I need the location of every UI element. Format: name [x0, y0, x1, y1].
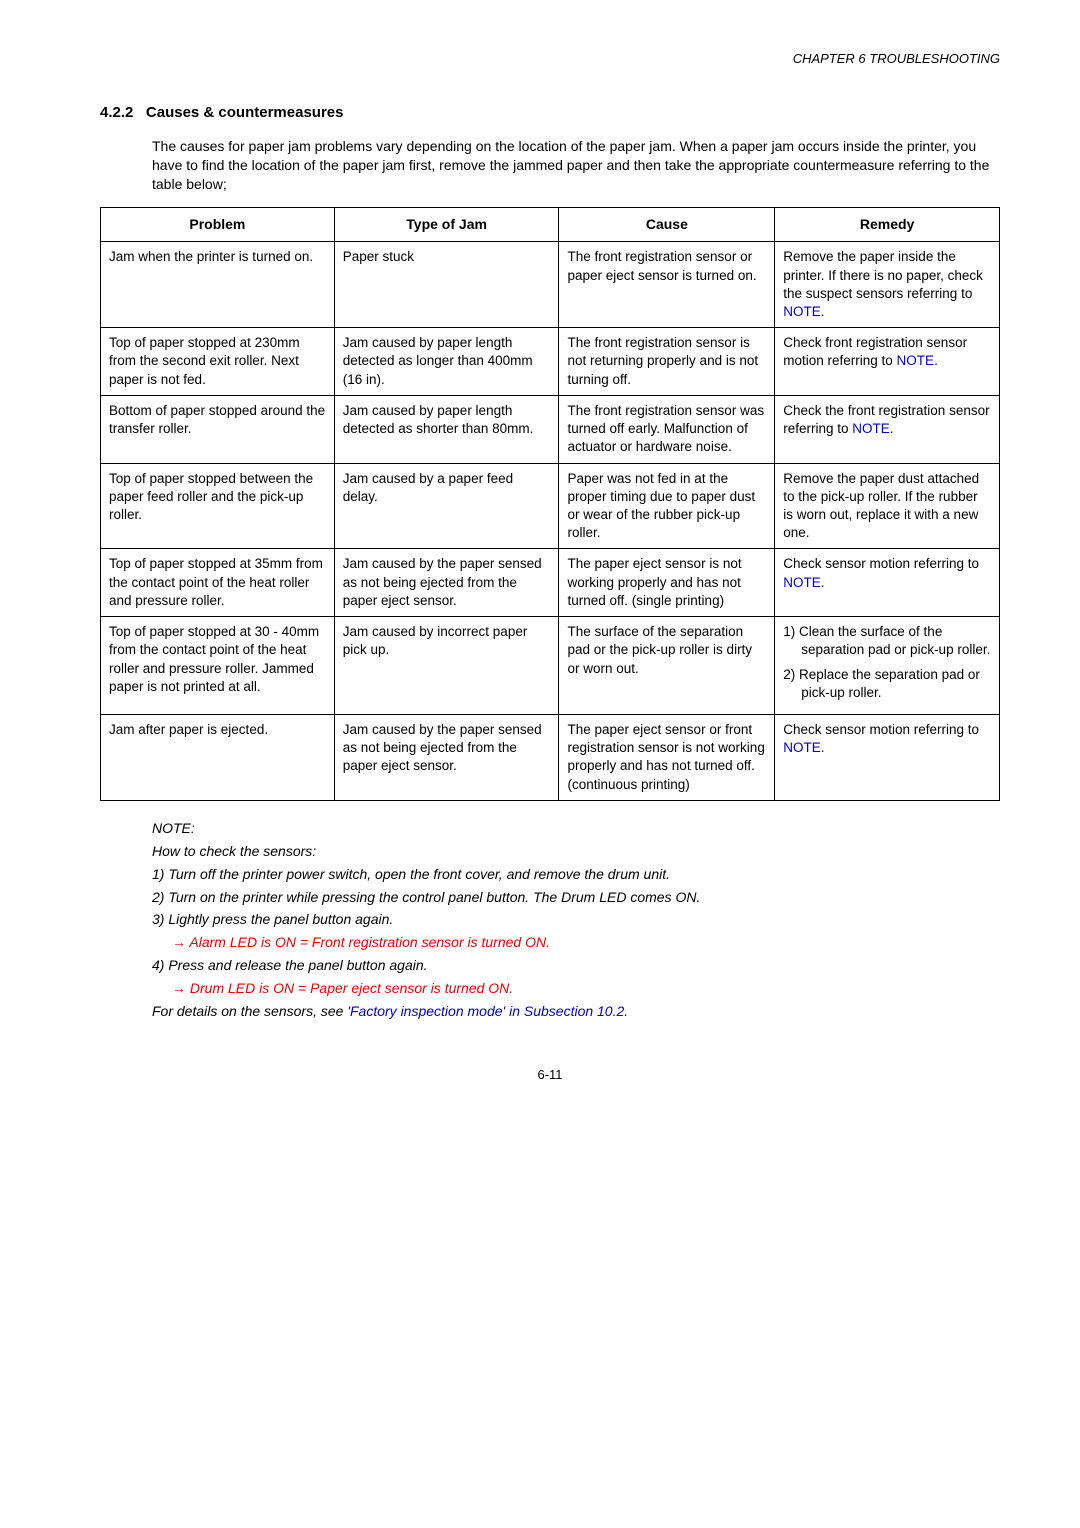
remedy-text-post: .	[821, 304, 825, 319]
cell-problem: Top of paper stopped at 230mm from the s…	[101, 328, 335, 396]
note-heading: NOTE:	[152, 819, 1000, 838]
remedy-text: Check sensor motion referring to	[783, 556, 979, 571]
table-row: Top of paper stopped at 230mm from the s…	[101, 328, 1000, 396]
cell-problem: Jam when the printer is turned on.	[101, 242, 335, 328]
factory-inspection-link[interactable]: 'Factory inspection mode' in Subsection …	[347, 1003, 624, 1019]
section-heading: Causes & countermeasures	[146, 104, 344, 121]
remedy-text: Check front registration sensor motion r…	[783, 335, 967, 368]
page-number: 6-11	[100, 1066, 1000, 1084]
table-header-row: Problem Type of Jam Cause Remedy	[101, 208, 1000, 242]
cell-remedy: Check front registration sensor motion r…	[775, 328, 1000, 396]
cell-type: Paper stuck	[334, 242, 559, 328]
cell-problem: Jam after paper is ejected.	[101, 714, 335, 800]
table-row: Top of paper stopped at 35mm from the co…	[101, 549, 1000, 617]
header-cause: Cause	[559, 208, 775, 242]
remedy-text-post: .	[821, 740, 825, 755]
note-link[interactable]: NOTE	[783, 575, 821, 590]
note-item-3: 3) Lightly press the panel button again.	[152, 910, 1000, 929]
note-details: For details on the sensors, see 'Factory…	[152, 1002, 1000, 1021]
table-row: Jam when the printer is turned on.Paper …	[101, 242, 1000, 328]
header-remedy: Remedy	[775, 208, 1000, 242]
remedy-text: Check sensor motion referring to	[783, 722, 979, 737]
cell-remedy: Remove the paper dust attached to the pi…	[775, 463, 1000, 549]
remedy-list-item: 1) Clean the surface of the separation p…	[801, 623, 991, 659]
header-problem: Problem	[101, 208, 335, 242]
arrow-icon: →	[172, 934, 186, 950]
troubleshooting-table: Problem Type of Jam Cause Remedy Jam whe…	[100, 207, 1000, 800]
table-row: Top of paper stopped at 30 - 40mm from t…	[101, 617, 1000, 715]
cell-cause: The paper eject sensor is not working pr…	[559, 549, 775, 617]
chapter-header: CHAPTER 6 TROUBLESHOOTING	[100, 50, 1000, 68]
cell-cause: The front registration sensor is not ret…	[559, 328, 775, 396]
cell-problem: Bottom of paper stopped around the trans…	[101, 395, 335, 463]
note-link[interactable]: NOTE	[852, 421, 890, 436]
cell-problem: Top of paper stopped at 35mm from the co…	[101, 549, 335, 617]
arrow-text-1: Alarm LED is ON = Front registration sen…	[189, 934, 550, 950]
note-link[interactable]: NOTE	[897, 353, 935, 368]
cell-remedy: Check sensor motion referring to NOTE.	[775, 549, 1000, 617]
note-subheading: How to check the sensors:	[152, 842, 1000, 861]
note-item-1: 1) Turn off the printer power switch, op…	[152, 865, 1000, 884]
cell-cause: The paper eject sensor or front registra…	[559, 714, 775, 800]
cell-type: Jam caused by paper length detected as l…	[334, 328, 559, 396]
note-link[interactable]: NOTE	[783, 304, 821, 319]
note-item-2: 2) Turn on the printer while pressing th…	[152, 888, 1000, 907]
note-arrow-2: → Drum LED is ON = Paper eject sensor is…	[152, 979, 1000, 998]
cell-cause: Paper was not fed in at the proper timin…	[559, 463, 775, 549]
remedy-text-post: .	[890, 421, 894, 436]
table-row: Jam after paper is ejected.Jam caused by…	[101, 714, 1000, 800]
cell-remedy: Check sensor motion referring to NOTE.	[775, 714, 1000, 800]
cell-cause: The front registration sensor or paper e…	[559, 242, 775, 328]
remedy-list-item: 2) Replace the separation pad or pick-up…	[801, 666, 991, 702]
note-arrow-1: → Alarm LED is ON = Front registration s…	[152, 933, 1000, 952]
table-row: Top of paper stopped between the paper f…	[101, 463, 1000, 549]
section-number: 4.2.2	[100, 104, 133, 121]
cell-type: Jam caused by the paper sensed as not be…	[334, 714, 559, 800]
arrow-text-2: Drum LED is ON = Paper eject sensor is t…	[190, 980, 513, 996]
note-item-4: 4) Press and release the panel button ag…	[152, 956, 1000, 975]
remedy-text: Remove the paper inside the printer. If …	[783, 249, 983, 300]
cell-cause: The front registration sensor was turned…	[559, 395, 775, 463]
cell-type: Jam caused by incorrect paper pick up.	[334, 617, 559, 715]
details-post: .	[624, 1003, 628, 1019]
section-title: 4.2.2 Causes & countermeasures	[100, 103, 1000, 123]
note-block: NOTE: How to check the sensors: 1) Turn …	[152, 819, 1000, 1021]
intro-paragraph: The causes for paper jam problems vary d…	[152, 137, 1000, 194]
table-row: Bottom of paper stopped around the trans…	[101, 395, 1000, 463]
cell-type: Jam caused by the paper sensed as not be…	[334, 549, 559, 617]
note-link[interactable]: NOTE	[783, 740, 821, 755]
header-type: Type of Jam	[334, 208, 559, 242]
cell-remedy: Remove the paper inside the printer. If …	[775, 242, 1000, 328]
cell-remedy: 1) Clean the surface of the separation p…	[775, 617, 1000, 715]
arrow-icon: →	[172, 980, 186, 996]
cell-type: Jam caused by a paper feed delay.	[334, 463, 559, 549]
remedy-text-post: .	[821, 575, 825, 590]
cell-type: Jam caused by paper length detected as s…	[334, 395, 559, 463]
cell-cause: The surface of the separation pad or the…	[559, 617, 775, 715]
cell-remedy: Check the front registration sensor refe…	[775, 395, 1000, 463]
details-pre: For details on the sensors, see	[152, 1003, 347, 1019]
cell-problem: Top of paper stopped at 30 - 40mm from t…	[101, 617, 335, 715]
cell-problem: Top of paper stopped between the paper f…	[101, 463, 335, 549]
remedy-text-post: .	[934, 353, 938, 368]
